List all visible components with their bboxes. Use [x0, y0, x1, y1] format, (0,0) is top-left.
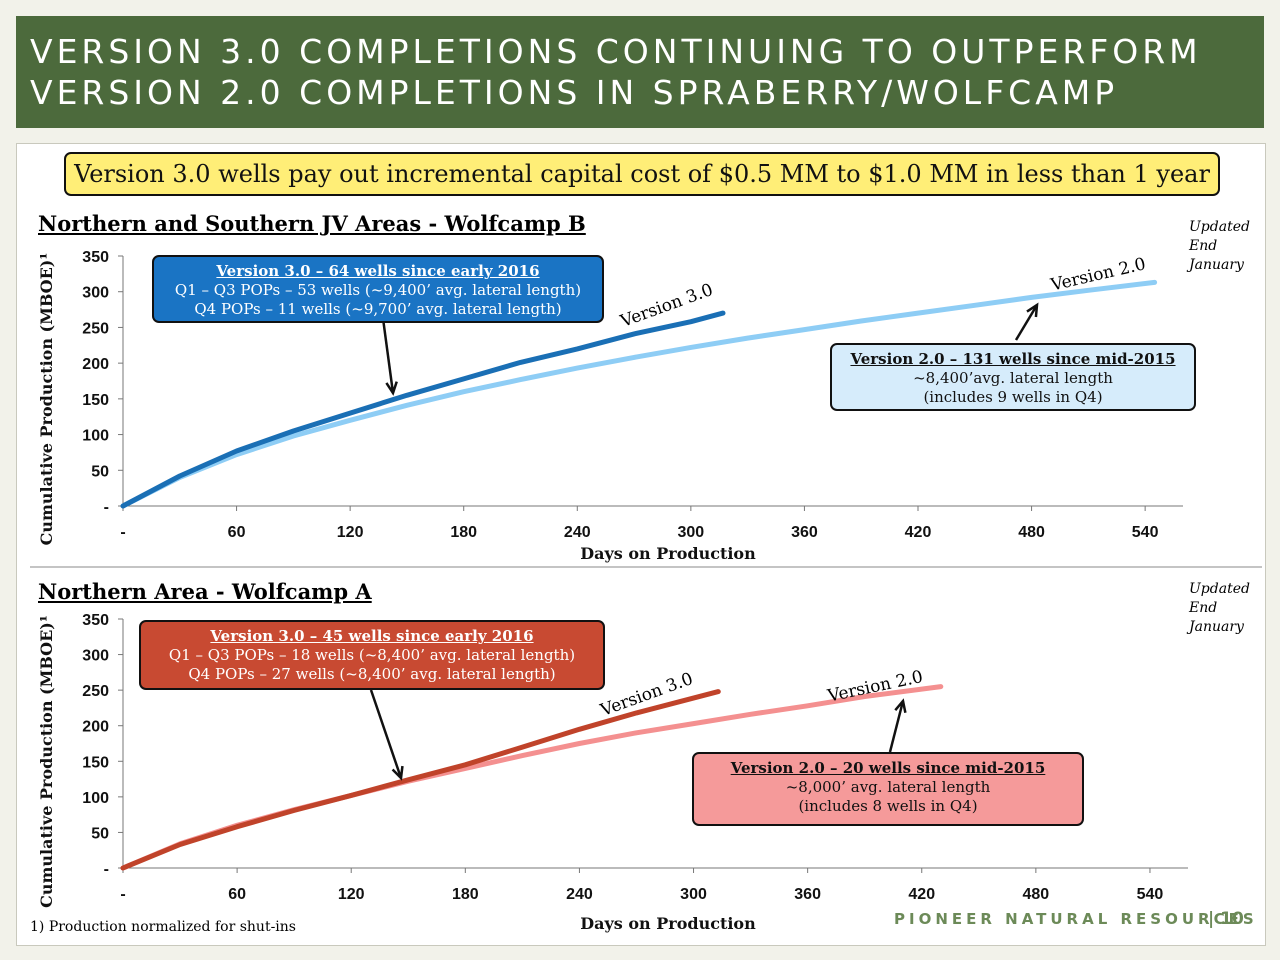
x-tick-label: 480 — [1023, 886, 1050, 903]
y-tick-label: - — [104, 499, 109, 516]
y-tick-label: 100 — [82, 790, 109, 807]
x-tick-label: 240 — [564, 524, 591, 541]
y-tick-label: 150 — [82, 754, 109, 771]
footnote: 1) Production normalized for shut-ins — [30, 919, 296, 935]
company-logo: PIONEER NATURAL RESOURCES — [894, 910, 1258, 928]
callout-arrow-head — [391, 765, 404, 781]
y-tick-label: 250 — [82, 320, 109, 337]
x-tick-label: 420 — [905, 524, 932, 541]
y-tick-label: 200 — [82, 356, 109, 373]
y-tick-label: 250 — [82, 683, 109, 700]
section-divider — [30, 566, 1262, 568]
x-tick-label: 420 — [908, 886, 935, 903]
x-tick-label: - — [120, 524, 125, 541]
y-tick-label: 350 — [82, 612, 109, 629]
y-tick-label: 50 — [91, 825, 109, 842]
x-tick-label: 540 — [1132, 524, 1159, 541]
chart1-v3-callout: Version 3.0 – 64 wells since early 2016 … — [152, 255, 604, 323]
chart2-v3-callout: Version 3.0 – 45 wells since early 2016 … — [139, 620, 605, 690]
y-tick-label: 350 — [82, 249, 109, 266]
y-tick-label: 100 — [82, 428, 109, 445]
x-tick-label: 360 — [791, 524, 818, 541]
payout-banner: Version 3.0 wells pay out incremental ca… — [64, 152, 1220, 196]
x-tick-label: 60 — [228, 524, 246, 541]
x-tick-label: 120 — [338, 886, 365, 903]
updated-note-1: Updated End January — [1189, 219, 1250, 273]
x-tick-label: 180 — [450, 524, 477, 541]
chart2-title: Northern Area - Wolfcamp A — [38, 579, 372, 604]
title-bar: VERSION 3.0 COMPLETIONS CONTINUING TO OU… — [16, 16, 1264, 128]
callout-arrow-shaft — [888, 700, 905, 753]
y-axis-title: Cumulative Production (MBOE)¹ — [37, 253, 56, 546]
chart1-v2-callout: Version 2.0 – 131 wells since mid-2015 ~… — [830, 343, 1196, 411]
callout-arrow-shaft — [1014, 304, 1039, 341]
chart2-v2-callout: Version 2.0 – 20 wells since mid-2015 ~8… — [692, 752, 1084, 826]
x-tick-label: - — [120, 886, 125, 903]
callout-arrow-head — [385, 381, 398, 396]
series-line-version-2-0 — [120, 279, 1158, 509]
series-line-version-3-0 — [120, 689, 721, 871]
x-tick-label: 180 — [452, 886, 479, 903]
x-axis-title: Days on Production — [580, 914, 756, 933]
series-line-version-3-0 — [120, 310, 726, 509]
y-axis-title: Cumulative Production (MBOE)¹ — [37, 615, 56, 908]
x-tick-label: 60 — [228, 886, 246, 903]
x-tick-label: 120 — [337, 524, 364, 541]
callout-arrow-head — [1026, 302, 1039, 318]
y-tick-label: 200 — [82, 719, 109, 736]
y-tick-label: 150 — [82, 392, 109, 409]
chart1-title: Northern and Southern JV Areas - Wolfcam… — [38, 211, 586, 236]
title-line-1: VERSION 3.0 COMPLETIONS CONTINUING TO OU… — [30, 32, 1202, 71]
y-tick-label: 50 — [91, 463, 109, 480]
updated-note-2: Updated End January — [1189, 581, 1250, 635]
x-tick-label: 240 — [566, 886, 593, 903]
x-tick-label: 360 — [794, 886, 821, 903]
y-tick-label: - — [104, 861, 109, 878]
x-tick-label: 480 — [1018, 524, 1045, 541]
callout-arrow-shaft — [369, 689, 403, 779]
title-line-2: VERSION 2.0 COMPLETIONS IN SPRABERRY/WOL… — [30, 73, 1119, 112]
x-tick-label: 540 — [1137, 886, 1164, 903]
x-tick-label: 300 — [680, 886, 707, 903]
callout-arrow-head — [894, 698, 907, 714]
y-tick-label: 300 — [82, 648, 109, 665]
x-axis-title: Days on Production — [580, 544, 756, 563]
x-tick-label: 300 — [678, 524, 705, 541]
page-number: | 10 — [1208, 909, 1244, 929]
y-tick-label: 300 — [82, 285, 109, 302]
